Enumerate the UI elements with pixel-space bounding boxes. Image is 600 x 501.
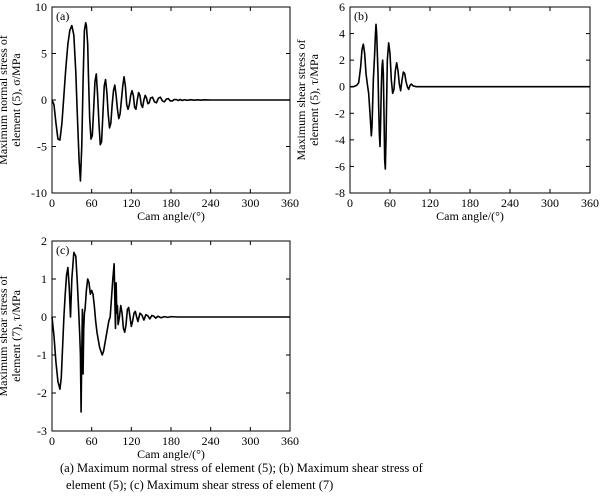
x-tick-label: 0 <box>49 196 55 210</box>
y-tick-label: 2 <box>339 53 345 67</box>
x-tick-label: 60 <box>384 196 396 210</box>
y-axis-title: Maximum shear stress ofelement (7), τ/MP… <box>0 276 23 397</box>
x-tick-label: 120 <box>421 196 439 210</box>
y-axis-title-line: element (5), σ/MPa <box>9 53 23 147</box>
x-tick-label: 300 <box>241 434 259 448</box>
chart-panel-2: 0 60 120 180 240 300 360 -8 -6 -4 -2 0 2 4 6 Cam angle/… <box>294 0 599 223</box>
x-tick-label: 180 <box>461 196 479 210</box>
x-tick-label: 120 <box>122 196 140 210</box>
y-tick-label: 0 <box>41 93 47 107</box>
series-line-1 <box>51 251 290 413</box>
x-tick-label: 60 <box>86 434 98 448</box>
chart-panel-3: 0 60 120 180 240 300 360 -3 -2 -1 0 1 2 Cam angle/(°)… <box>0 234 299 461</box>
x-tick-label: 180 <box>162 196 180 210</box>
y-tick-label: -1 <box>37 348 47 362</box>
y-tick-label: 0 <box>41 310 47 324</box>
x-tick-label: 120 <box>122 434 140 448</box>
caption-line-2: element (5); (c) Maximum shear stress of… <box>66 478 334 492</box>
x-tick-label: 180 <box>162 434 180 448</box>
y-tick-label: -3 <box>37 424 47 438</box>
y-tick-label: -2 <box>335 106 345 120</box>
y-axis-title-line: Maximum normal stress of <box>0 35 10 165</box>
y-axis-title-line: element (5), τ/MPa <box>307 53 321 145</box>
y-tick-label: -8 <box>335 186 345 200</box>
x-tick-label: 240 <box>501 196 519 210</box>
x-tick-label: 240 <box>202 434 220 448</box>
y-tick-label: -10 <box>31 186 47 200</box>
figure-caption: (a) Maximum normal stress of element (5)… <box>60 460 540 494</box>
y-axis-title-line: element (7), τ/MPa <box>9 289 23 381</box>
x-tick-label: 300 <box>541 196 559 210</box>
y-tick-label: -4 <box>335 133 345 147</box>
x-tick-label: 360 <box>281 196 299 210</box>
y-axis-title: Maximum normal stress ofelement (5), σ/M… <box>0 35 23 165</box>
y-tick-label: 1 <box>41 272 47 286</box>
y-axis-title: Maximum shear stress ofelement (5), τ/MP… <box>294 40 321 161</box>
panel-label: (c) <box>56 243 69 257</box>
x-tick-label: 0 <box>347 196 353 210</box>
panel-label: (b) <box>354 9 368 23</box>
y-tick-label: -6 <box>335 159 345 173</box>
x-tick-label: 240 <box>202 196 220 210</box>
y-tick-label: 4 <box>339 27 345 41</box>
caption-line-1: (a) Maximum normal stress of element (5)… <box>60 461 423 475</box>
x-axis-title: Cam angle/(°) <box>137 209 205 223</box>
x-tick-label: 60 <box>86 196 98 210</box>
series-line-1 <box>51 22 290 182</box>
y-tick-label: -5 <box>37 140 47 154</box>
x-tick-label: 0 <box>49 434 55 448</box>
x-tick-label: 300 <box>241 196 259 210</box>
y-tick-label: -2 <box>37 386 47 400</box>
chart-panel-1: 0 60 120 180 240 300 360 -10 -5 0 5 10 Cam angle/(°)… <box>0 0 299 223</box>
y-tick-label: 6 <box>339 0 345 14</box>
panel-label: (a) <box>56 9 69 23</box>
y-axis-title-line: Maximum shear stress of <box>0 276 10 397</box>
y-tick-label: 0 <box>339 80 345 94</box>
y-tick-label: 10 <box>35 0 47 14</box>
x-tick-label: 360 <box>281 434 299 448</box>
plot-frame <box>51 240 291 432</box>
x-axis-title: Cam angle/(°) <box>436 209 504 223</box>
y-axis-title-line: Maximum shear stress of <box>294 40 308 161</box>
series-line-1 <box>350 23 590 170</box>
y-tick-label: 5 <box>41 47 47 61</box>
y-tick-label: 2 <box>41 234 47 248</box>
x-axis-title: Cam angle/(°) <box>137 447 205 461</box>
x-tick-label: 360 <box>581 196 599 210</box>
